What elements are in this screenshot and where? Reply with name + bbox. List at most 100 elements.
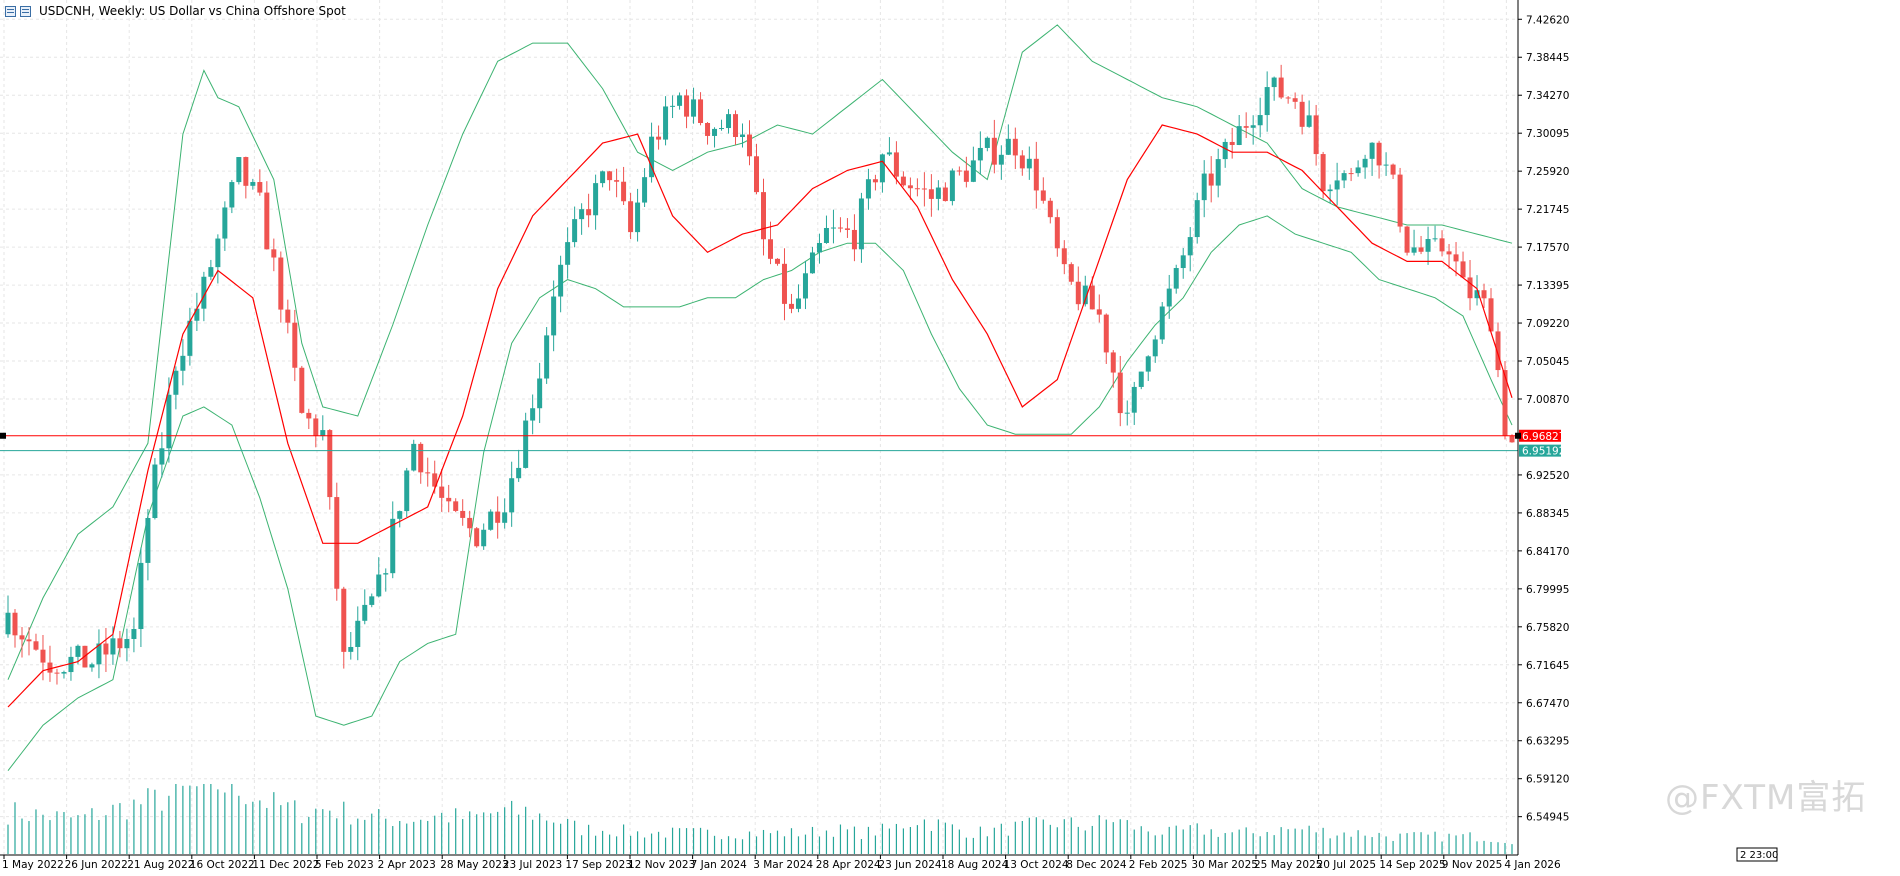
bear-candle-body	[1418, 247, 1424, 252]
bear-candle-body	[1348, 173, 1354, 175]
bull-candle-body	[1355, 167, 1361, 174]
bull-candle-body	[222, 207, 228, 239]
bear-candle-body	[117, 638, 123, 649]
bear-candle-body	[1502, 370, 1508, 437]
bull-candle-body	[865, 179, 871, 199]
bull-candle-body	[1432, 238, 1438, 240]
bear-candle-body	[439, 486, 445, 498]
axes: 7.42620 7.38445 7.34270 7.30095 7.25920 7.217…	[0, 0, 1778, 871]
bear-candle-body	[754, 156, 760, 193]
bear-candle-body	[1285, 97, 1291, 99]
x-tick-label: 25 May 2025	[1254, 859, 1322, 871]
bull-candle-body	[173, 370, 179, 395]
bull-candle-body	[1145, 356, 1151, 372]
bull-candle-body	[1474, 290, 1480, 299]
bear-candle-body	[1117, 372, 1123, 414]
x-tick-label: 30 Mar 2025	[1191, 859, 1258, 871]
bear-candle-body	[1481, 290, 1487, 299]
bear-candle-body	[733, 114, 739, 138]
bear-candle-body	[1467, 277, 1473, 299]
y-tick-label: 7.30095	[1526, 128, 1569, 140]
bull-candle-body	[152, 464, 158, 519]
bear-candle-body	[495, 511, 501, 523]
bear-candle-body	[788, 303, 794, 309]
chart-header: USDCNH, Weekly: US Dollar vs China Offsh…	[5, 4, 346, 18]
bull-candle-body	[397, 511, 403, 519]
bear-candle-body	[1292, 98, 1298, 102]
bear-candle-body	[900, 176, 906, 186]
bull-candle-body	[642, 177, 648, 203]
bull-candle-body	[411, 443, 417, 471]
bull-candle-body	[663, 106, 669, 140]
bear-candle-body	[781, 263, 787, 304]
bear-candle-body	[243, 157, 249, 186]
bear-candle-body	[1376, 142, 1382, 166]
x-tick-label: 13 Oct 2024	[1004, 859, 1069, 871]
bear-candle-body	[621, 181, 627, 202]
x-tick-label: 21 Aug 2022	[127, 859, 194, 871]
lower-band-line	[7, 215, 1513, 772]
bear-candle-body	[1061, 248, 1067, 265]
y-tick-label: 6.63295	[1526, 736, 1569, 748]
bull-candle-body	[250, 182, 256, 186]
bull-candle-body	[131, 629, 137, 639]
bull-candle-body	[1194, 200, 1200, 238]
bear-candle-body	[844, 228, 850, 230]
y-tick-label: 6.84170	[1526, 546, 1569, 558]
bull-candle-body	[89, 664, 95, 668]
bull-candle-body	[516, 467, 522, 479]
bear-candle-body	[921, 188, 927, 190]
bull-candle-body	[858, 198, 864, 250]
bull-candle-body	[809, 252, 815, 274]
bear-candle-body	[446, 497, 452, 502]
x-tick-label: 8 Dec 2024	[1066, 859, 1127, 871]
x-tick-label: 5 Feb 2023	[315, 859, 374, 871]
bear-candle-body	[1460, 261, 1466, 278]
bull-candle-body	[1222, 141, 1228, 160]
bull-candle-body	[180, 355, 186, 371]
x-tick-label: 3 Mar 2024	[753, 859, 813, 871]
candlesticks	[5, 64, 1515, 685]
bull-candle-body	[823, 227, 829, 243]
y-tick-label: 6.59120	[1526, 774, 1569, 786]
bull-candle-body	[1362, 158, 1368, 168]
bear-candle-body	[1089, 285, 1095, 310]
bear-candle-body	[991, 137, 997, 165]
bull-candle-body	[537, 378, 543, 409]
x-tick-label: 7 Jan 2024	[691, 859, 748, 871]
bear-candle-body	[54, 672, 60, 674]
bull-candle-body	[194, 308, 200, 321]
bull-candle-body	[1411, 247, 1417, 253]
bear-candle-body	[1033, 158, 1039, 191]
bear-candle-body	[774, 258, 780, 264]
bull-candle-body	[208, 267, 214, 277]
bear-candle-body	[1243, 126, 1249, 128]
bull-candle-body	[830, 227, 836, 229]
bull-candle-body	[229, 182, 235, 208]
bull-candle-body	[523, 420, 529, 468]
bear-candle-body	[1096, 309, 1102, 315]
bull-candle-body	[1173, 268, 1179, 289]
chart-menu-icon[interactable]	[5, 5, 33, 17]
bear-candle-body	[698, 99, 704, 123]
y-tick-label: 6.79995	[1526, 584, 1569, 596]
bear-candle-body	[1453, 254, 1459, 262]
x-tick-label: 16 Oct 2022	[190, 859, 255, 871]
bear-candle-body	[1208, 173, 1214, 186]
bear-candle-body	[928, 189, 934, 199]
bear-candle-body	[1299, 101, 1305, 127]
bear-candle-body	[432, 473, 438, 487]
bear-candle-body	[684, 95, 690, 117]
bear-candle-body	[1229, 141, 1235, 146]
bull-candle-body	[726, 114, 732, 129]
bear-candle-body	[47, 662, 53, 673]
bull-candle-body	[320, 430, 326, 437]
bull-candle-body	[159, 448, 165, 465]
x-tick-label: 14 Sep 2025	[1379, 859, 1446, 871]
bear-candle-body	[851, 229, 857, 250]
bull-candle-body	[1187, 237, 1193, 256]
bear-candle-body	[271, 249, 277, 258]
bull-candle-body	[1082, 285, 1088, 305]
